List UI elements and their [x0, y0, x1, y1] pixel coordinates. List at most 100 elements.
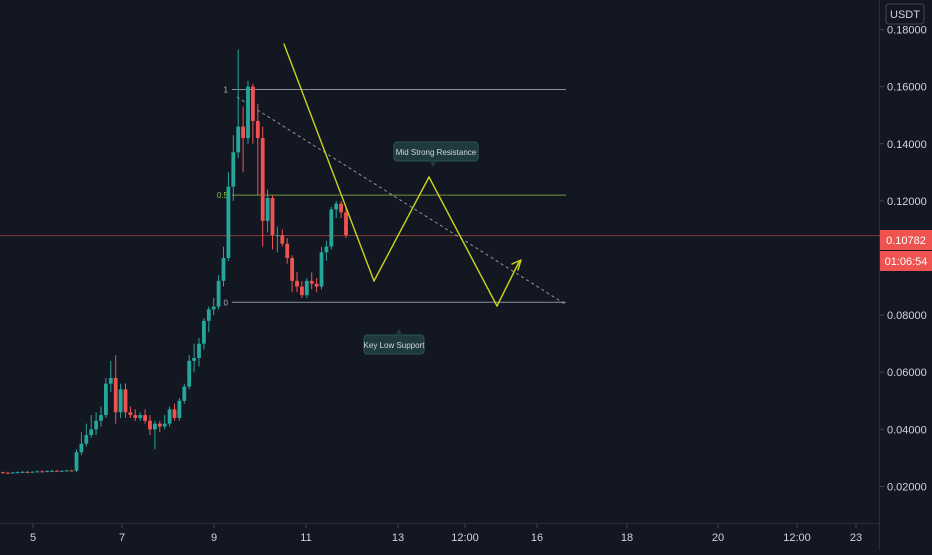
candle: [79, 432, 84, 456]
candle-body: [202, 320, 206, 344]
price-tag-box: [880, 230, 932, 250]
candle-body: [172, 409, 177, 418]
price-tag: 0.10782: [880, 230, 932, 250]
time-tick-label: 12:00: [783, 532, 811, 544]
candle-body: [197, 343, 201, 358]
resistance-callout: Mid Strong Resistance: [393, 141, 479, 168]
candles-layer: [1, 49, 348, 474]
candle-body: [226, 186, 231, 258]
candle-body: [138, 415, 143, 418]
candle: [108, 360, 113, 393]
candle-body: [275, 235, 280, 237]
candle-body: [69, 470, 74, 472]
descending-trendline[interactable]: [236, 96, 566, 305]
pattern-segment: [428, 176, 498, 307]
fib-retracement[interactable]: 10.50: [217, 85, 566, 307]
time-tick-label: 20: [712, 532, 724, 544]
candle: [35, 470, 40, 473]
candle: [206, 306, 211, 333]
candle-body: [285, 243, 290, 258]
candle-body: [64, 470, 69, 472]
candle: [187, 355, 192, 390]
countdown-tag: 01:06:54: [880, 251, 932, 271]
time-tick-label: 5: [30, 532, 36, 544]
candle: [329, 206, 334, 250]
candle: [153, 420, 157, 450]
candle-body: [25, 471, 30, 473]
candle-body: [314, 283, 319, 287]
candle: [285, 238, 290, 264]
candle: [94, 412, 98, 436]
candle-body: [50, 470, 54, 472]
candle-body: [74, 452, 79, 471]
candle: [20, 471, 25, 474]
time-axis[interactable]: 5 7 9 11 13 12:00 16 18 20 12:00 23: [30, 524, 862, 544]
price-axis[interactable]: 0.020000.040000.060000.080000.100000.120…: [880, 25, 927, 494]
candle-body: [108, 377, 113, 384]
candle: [197, 337, 201, 367]
candle-body: [113, 377, 118, 413]
time-tick-label: 16: [531, 532, 543, 544]
time-tick-label: 18: [621, 532, 633, 544]
candle: [74, 449, 79, 473]
candle: [236, 49, 241, 159]
candle-body: [300, 286, 304, 296]
time-tick-label: 7: [119, 532, 125, 544]
candle-body: [290, 258, 294, 281]
candle-body: [231, 152, 236, 187]
candle: [241, 106, 245, 173]
candle: [324, 240, 329, 261]
candle-body: [304, 280, 309, 296]
candle: [99, 406, 103, 427]
candle: [25, 470, 30, 473]
candle-body: [344, 212, 348, 236]
candle: [69, 469, 74, 472]
candle-body: [236, 126, 241, 153]
candle: [182, 383, 187, 404]
candle: [255, 103, 260, 196]
candle: [270, 195, 275, 250]
candle-body: [118, 389, 123, 413]
candle: [89, 415, 94, 438]
candle: [157, 420, 162, 433]
candle: [290, 255, 294, 293]
pattern-arrowhead: [511, 259, 522, 271]
candle-body: [265, 198, 270, 221]
candle-body: [15, 472, 20, 474]
countdown-tag-box: [880, 251, 932, 271]
candle: [280, 229, 285, 247]
candle: [123, 383, 128, 418]
candle-body: [260, 138, 265, 221]
candle: [162, 415, 167, 430]
candle: [216, 275, 221, 310]
candle: [221, 246, 226, 287]
candle: [300, 280, 304, 298]
candle-body: [84, 435, 89, 444]
currency-badge[interactable]: USDT: [885, 3, 925, 25]
candle: [226, 172, 231, 261]
candle-body: [45, 471, 49, 473]
candle: [319, 246, 324, 290]
fib-level-label: 0: [224, 298, 229, 307]
fib-level-label: 0.5: [217, 191, 229, 200]
candle-body: [40, 471, 45, 473]
candle-body: [128, 412, 133, 416]
pattern-segment: [373, 176, 430, 282]
zigzag-projection[interactable]: [283, 43, 522, 307]
price-tick-label: 0.08000: [887, 310, 927, 322]
candle-body: [270, 198, 275, 236]
candle: [177, 397, 182, 421]
candle-body: [35, 471, 40, 473]
candle: [192, 343, 196, 373]
candle: [30, 471, 35, 473]
candle: [172, 403, 177, 421]
candle-body: [192, 357, 196, 361]
candle: [113, 355, 118, 424]
candle: [64, 469, 69, 472]
candle-body: [241, 126, 245, 139]
candle: [45, 470, 49, 473]
candle: [148, 415, 152, 436]
candle: [15, 471, 20, 474]
candle-body: [329, 209, 334, 247]
